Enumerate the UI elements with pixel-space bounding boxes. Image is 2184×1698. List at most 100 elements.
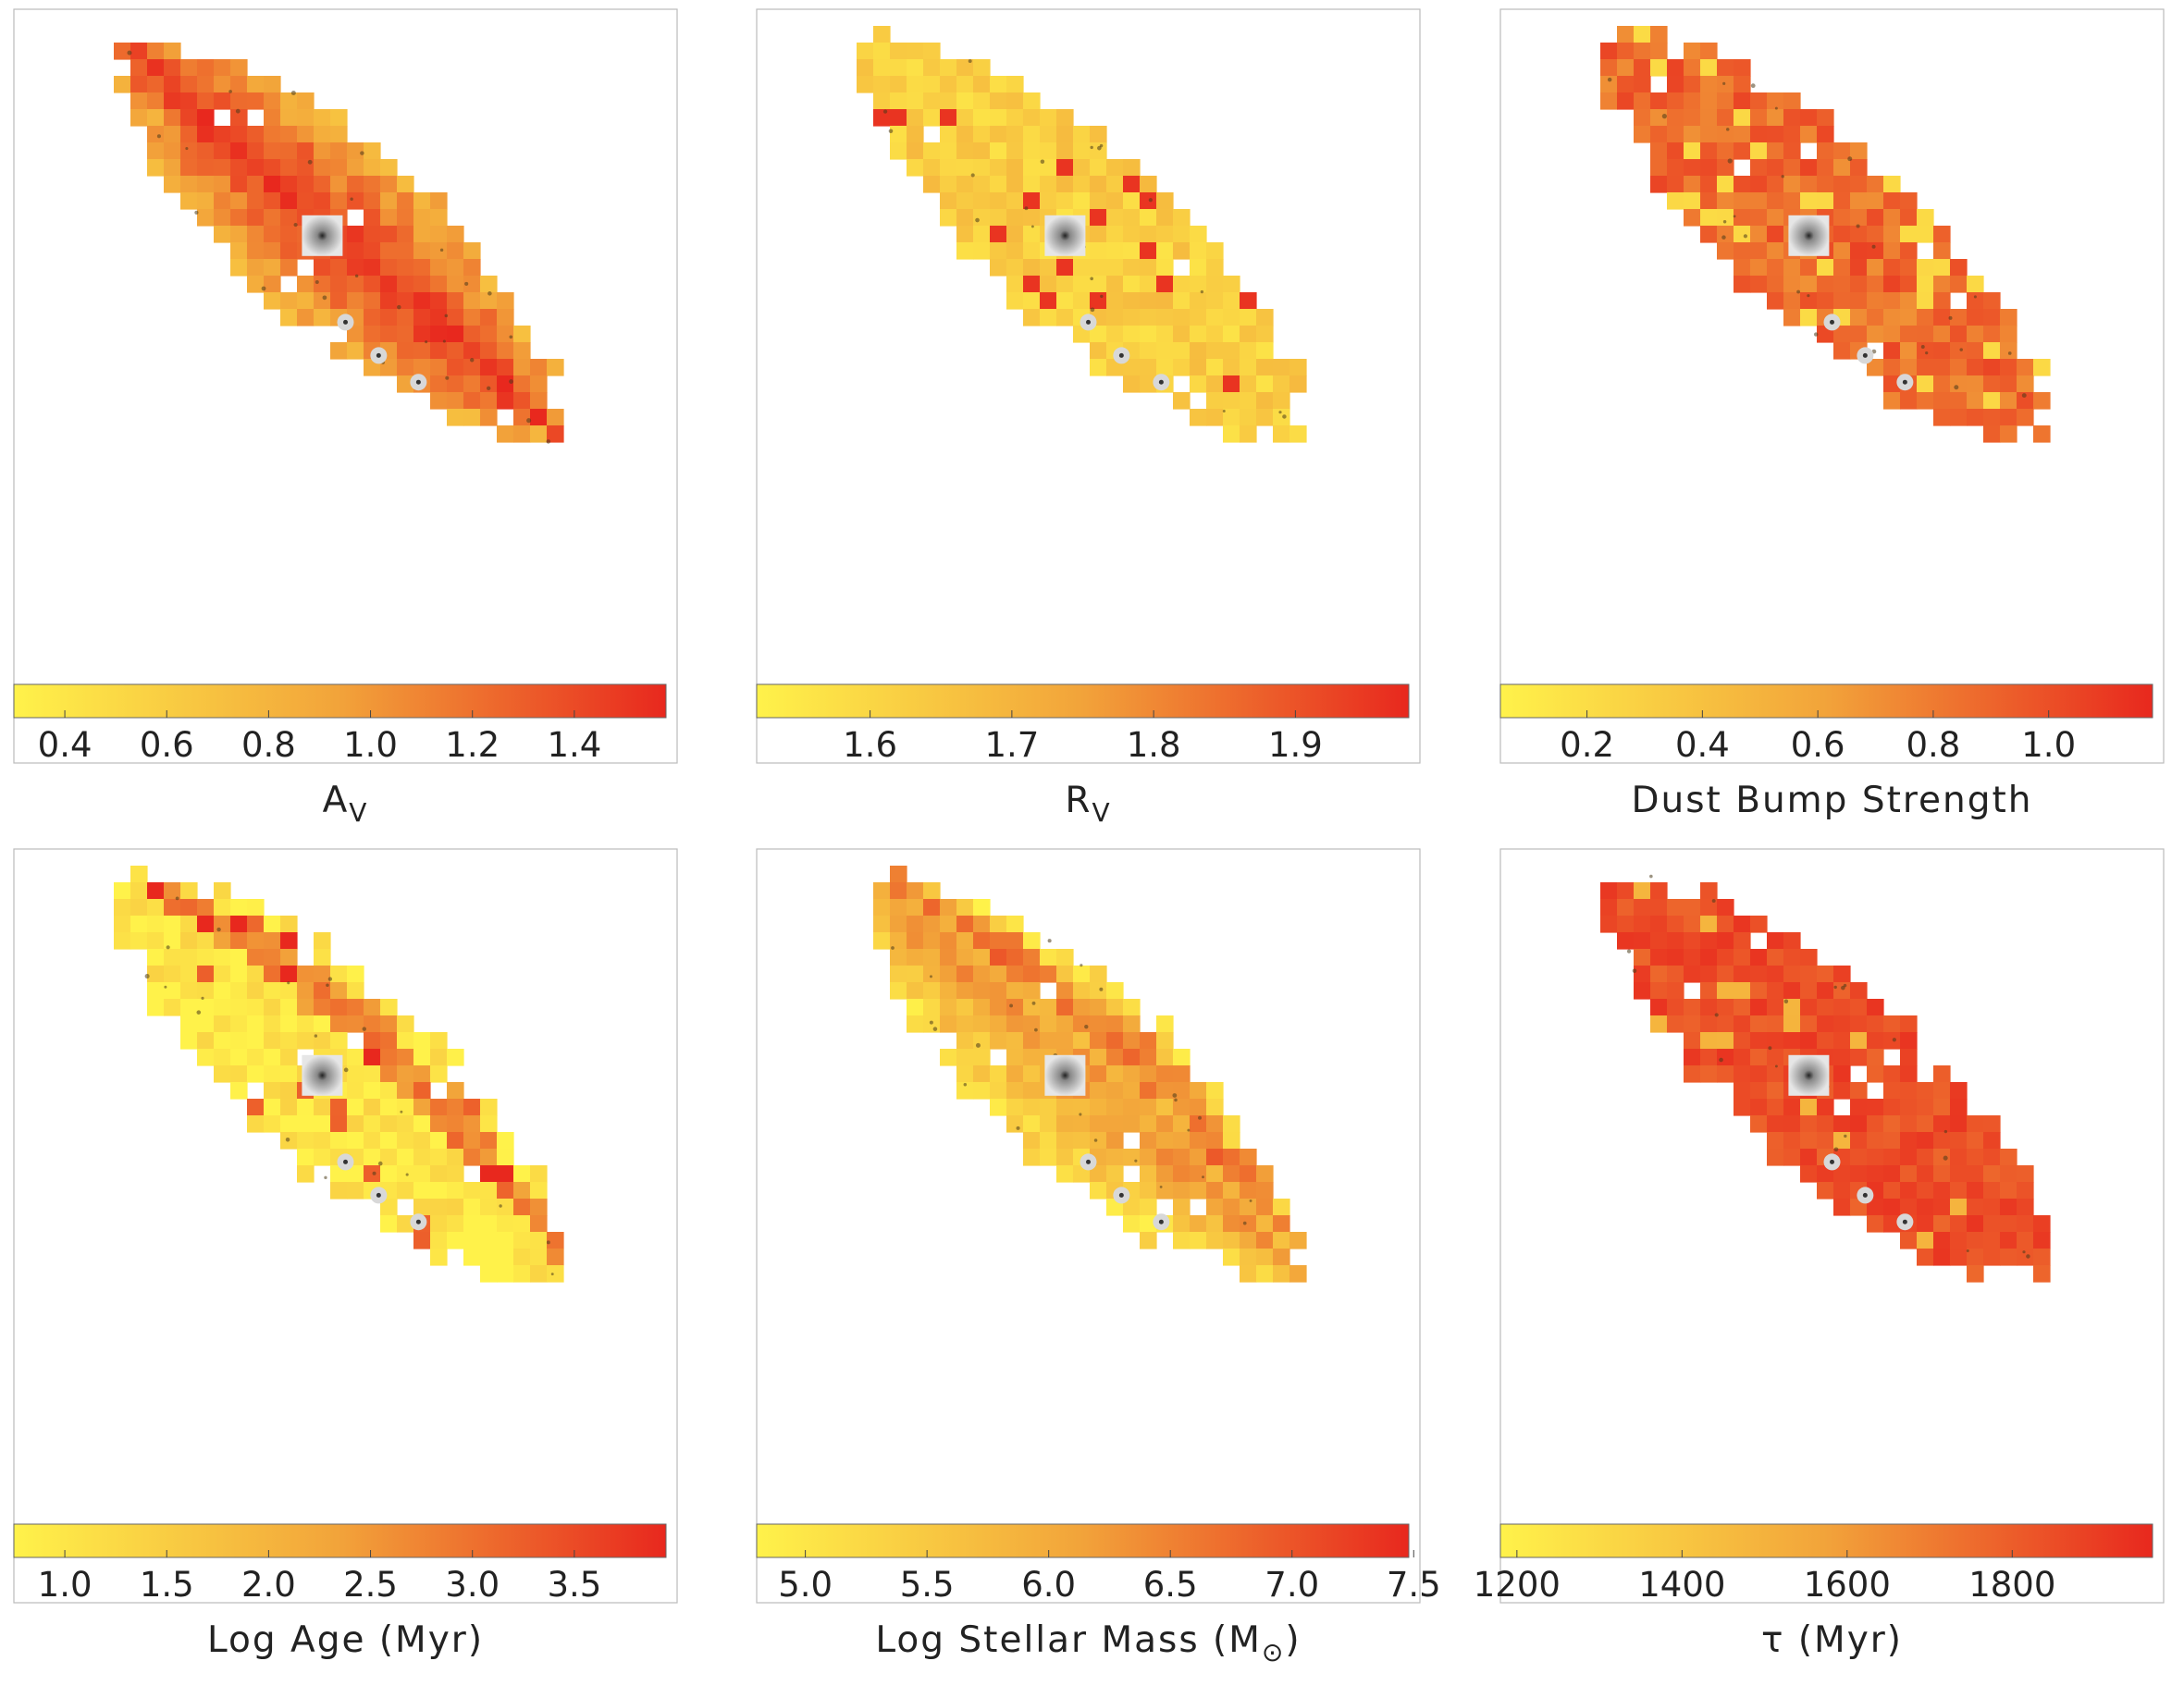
map-pixel [923, 76, 941, 93]
map-pixel [214, 192, 231, 210]
map-pixel [1917, 1082, 1934, 1100]
map-pixel [1206, 1182, 1224, 1200]
map-pixel [1006, 1049, 1024, 1066]
map-pixel [1240, 309, 1257, 326]
map-pixel [923, 899, 941, 917]
dust-speck [1222, 410, 1226, 413]
map-pixel [1867, 309, 1884, 326]
satellite-core [376, 352, 381, 358]
map-pixel [1833, 1032, 1851, 1050]
map-pixel [1783, 192, 1801, 210]
map-pixel [990, 259, 1007, 277]
map-pixel [1734, 92, 1751, 110]
map-pixel [314, 259, 331, 277]
map-pixel [1023, 92, 1041, 110]
map-pixel [1850, 1132, 1868, 1150]
map-pixel [230, 259, 248, 277]
map-pixel [1056, 276, 1074, 293]
map-pixel [1700, 226, 1718, 243]
map-pixel [463, 1232, 481, 1249]
map-pixel [1917, 1249, 1934, 1266]
map-pixel [1040, 109, 1057, 127]
map-pixel [247, 1049, 265, 1066]
map-pixel [1650, 932, 1668, 950]
map-pixel [1667, 982, 1684, 1000]
map-pixel [314, 999, 331, 1016]
map-pixel [2017, 1232, 2034, 1249]
map-pixel [1650, 126, 1668, 143]
map-pixel [1090, 1032, 1107, 1050]
map-pixel [497, 359, 514, 376]
map-pixel [873, 109, 891, 127]
map-pixel [247, 276, 265, 293]
map-pixel [413, 192, 431, 210]
map-pixel [1767, 982, 1784, 1000]
dust-speck [350, 197, 353, 202]
dust-speck [1721, 235, 1726, 240]
galaxy-nucleus [302, 215, 343, 256]
map-pixel [1900, 1199, 1918, 1216]
map-pixel [480, 1149, 498, 1166]
dust-speck [1844, 1134, 1847, 1138]
map-pixel [480, 326, 498, 343]
map-pixel [1734, 126, 1751, 143]
map-pixel [314, 192, 331, 210]
dust-speck [1871, 244, 1876, 249]
map-pixel [890, 916, 907, 933]
map-pixel [1156, 1115, 1174, 1133]
map-pixel [1967, 1232, 1984, 1249]
map-pixel [164, 92, 181, 110]
map-pixel [1817, 176, 1834, 193]
map-pixel [1933, 1149, 1951, 1166]
map-pixel [1933, 359, 1951, 376]
map-pixel [973, 92, 991, 110]
map-pixel [1190, 226, 1207, 243]
map-pixel [1867, 326, 1884, 343]
map-pixel [463, 1149, 481, 1166]
map-pixel [1800, 1149, 1818, 1166]
map-pixel [1700, 126, 1718, 143]
map-pixel [1734, 966, 1751, 983]
map-pixel [364, 259, 381, 277]
map-pixel [347, 1015, 364, 1033]
map-pixel [940, 126, 957, 143]
galaxy-nucleus [1044, 215, 1086, 256]
map-pixel [330, 142, 348, 160]
map-pixel [890, 949, 907, 966]
map-pixel [990, 1065, 1007, 1083]
map-pixel [1900, 242, 1918, 260]
map-pixel [1950, 409, 1968, 426]
dust-speck [1954, 385, 1959, 390]
map-pixel [1734, 142, 1751, 160]
map-pixel [1800, 966, 1818, 983]
map-pixel [1634, 916, 1651, 933]
colorbar-label: τ (Myr) [1761, 1619, 1903, 1661]
colorbar [756, 1523, 1410, 1558]
map-pixel [530, 1182, 548, 1200]
map-pixel [447, 1132, 464, 1150]
dust-speck [546, 439, 551, 444]
map-pixel [1240, 326, 1257, 343]
map-pixel [1767, 226, 1784, 243]
map-pixel [1106, 1132, 1124, 1150]
map-pixel [413, 342, 431, 360]
map-pixel [2017, 375, 2034, 393]
map-pixel [447, 1049, 464, 1066]
map-pixel [1240, 1215, 1257, 1233]
map-pixel [1684, 142, 1701, 160]
map-pixel [990, 1082, 1007, 1100]
dust-speck [201, 996, 204, 1000]
satellite-core [1118, 1192, 1124, 1198]
map-pixel [513, 409, 531, 426]
map-pixel [430, 1049, 448, 1066]
map-pixel [1684, 126, 1701, 143]
map-pixel [1867, 1015, 1884, 1033]
map-pixel [314, 1132, 331, 1150]
dust-speck [1833, 985, 1837, 990]
map-pixel [180, 159, 198, 177]
map-pixel [480, 1099, 498, 1116]
map-pixel [1256, 342, 1274, 360]
map-pixel [214, 142, 231, 160]
map-pixel [1600, 92, 1618, 110]
map-pixel [1090, 1049, 1107, 1066]
